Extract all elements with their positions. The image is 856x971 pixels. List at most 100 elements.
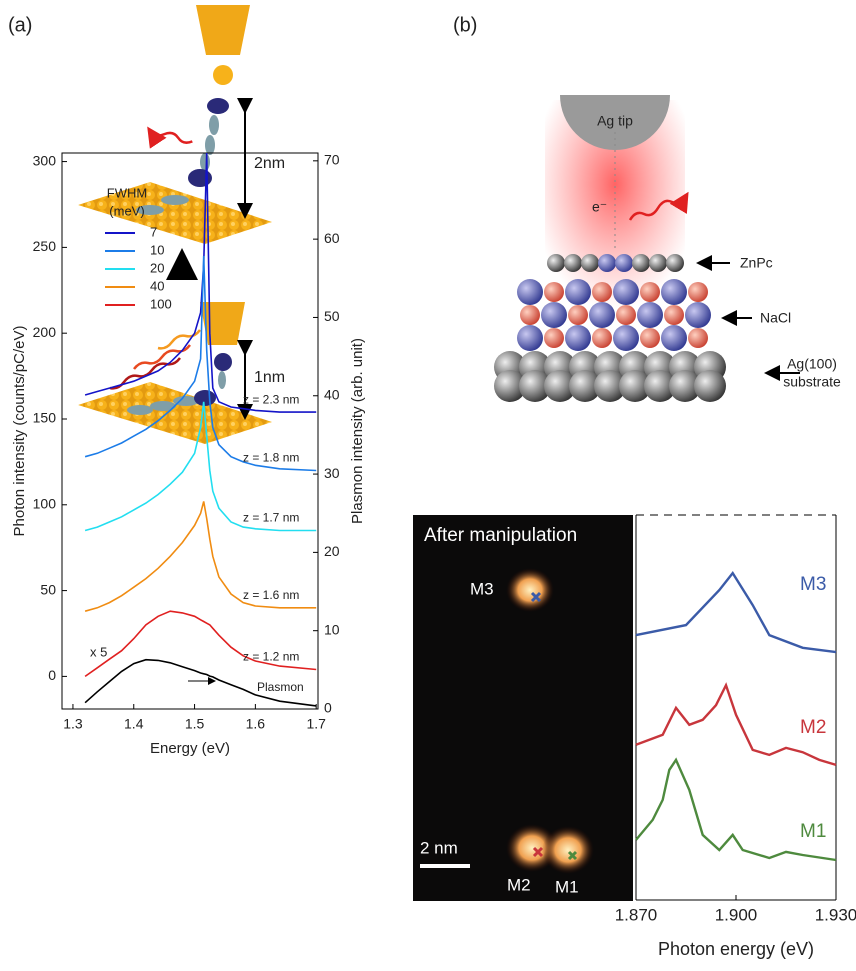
znpc-atom xyxy=(666,254,684,272)
x-tick-label: 1.870 xyxy=(615,905,658,924)
molecule-label: ZnPc xyxy=(740,255,773,271)
spectrum-line xyxy=(635,682,837,767)
series-label: Plasmon xyxy=(257,680,304,694)
y2-tick-label: 70 xyxy=(324,152,340,168)
substrate-label: Ag(100) xyxy=(787,356,837,372)
na-ion xyxy=(544,282,564,302)
molecule-label: M1 xyxy=(555,877,579,896)
panel-a: (a) 2nm 1nm xyxy=(8,5,285,444)
height-label: 2nm xyxy=(254,155,285,172)
molecule-blob xyxy=(506,568,554,612)
electron-label: e⁻ xyxy=(592,199,607,215)
y2-tick-label: 0 xyxy=(324,700,332,716)
y-tick-label: 50 xyxy=(40,581,56,597)
y-tick-label: 150 xyxy=(33,410,57,426)
height-label: 1nm xyxy=(254,369,285,386)
x-tick-label: 1.930 xyxy=(815,905,856,924)
cl-ion xyxy=(661,279,687,305)
series-label: M3 xyxy=(800,574,826,595)
plot-frame xyxy=(61,152,319,710)
photons xyxy=(109,329,201,390)
tip-position xyxy=(530,591,542,603)
spectrum-line xyxy=(84,610,317,678)
cl-ion xyxy=(565,325,591,351)
y2-tick-label: 60 xyxy=(324,230,340,246)
x-tick-label: 1.7 xyxy=(306,716,326,732)
tip-apex xyxy=(213,65,233,85)
legend-title: (meV) xyxy=(109,203,144,218)
cl-ion xyxy=(565,279,591,305)
panel-tag: (b) xyxy=(453,14,477,36)
ag-atom xyxy=(594,370,626,402)
annotation: x 5 xyxy=(90,644,107,659)
cl-ion xyxy=(637,302,663,328)
ag-tip xyxy=(560,95,670,150)
na-ion xyxy=(592,282,612,302)
x-tick-label: 1.4 xyxy=(124,716,144,732)
legend-label: 40 xyxy=(150,278,164,293)
y2-tick-label: 50 xyxy=(324,308,340,324)
gold-surface xyxy=(78,382,272,444)
ag-atom xyxy=(569,370,601,402)
na-ion xyxy=(664,305,684,325)
na-ion xyxy=(640,282,660,302)
na-ion xyxy=(688,282,708,302)
series-label: z = 1.2 nm xyxy=(243,650,299,664)
na-ion xyxy=(688,328,708,348)
series-label: M1 xyxy=(800,821,826,842)
molecule-end xyxy=(214,353,232,371)
molecule-label: M2 xyxy=(507,875,531,894)
cl-ion xyxy=(589,302,615,328)
legend-label: 7 xyxy=(150,224,157,239)
y-tick-label: 0 xyxy=(48,667,56,683)
spectrum-line xyxy=(84,255,317,472)
tip-position xyxy=(532,846,544,858)
legend-title: FWHM xyxy=(107,185,147,200)
cl-ion xyxy=(613,279,639,305)
tip xyxy=(196,5,250,55)
molecule-label: M3 xyxy=(470,579,494,598)
znpc-atom xyxy=(564,254,582,272)
ag-atom xyxy=(694,370,726,402)
cl-ion xyxy=(541,302,567,328)
na-ion xyxy=(568,305,588,325)
photon xyxy=(628,191,689,221)
panel-b: (b) Ag tip e⁻ ZnPc NaCl Ag(100) substrat… xyxy=(453,14,841,402)
series-label: z = 1.7 nm xyxy=(243,511,299,525)
znpc-atom xyxy=(632,254,650,272)
spectrum-line xyxy=(84,658,317,707)
molecule-center xyxy=(188,169,212,187)
spectrum-line xyxy=(635,757,837,862)
ag-atom xyxy=(644,370,676,402)
na-ion xyxy=(640,328,660,348)
series-label: z = 2.3 nm xyxy=(243,392,299,406)
tip-position xyxy=(567,850,578,861)
znpc-atom xyxy=(598,254,616,272)
substrate-label: substrate xyxy=(783,374,841,390)
spectrum-line xyxy=(84,501,317,612)
y2-tick-label: 40 xyxy=(324,386,340,402)
cl-ion xyxy=(613,325,639,351)
image-title: After manipulation xyxy=(424,525,577,546)
znpc-atom xyxy=(581,254,599,272)
cl-ion xyxy=(685,302,711,328)
y-tick-label: 200 xyxy=(33,324,57,340)
y-tick-label: 250 xyxy=(33,238,57,254)
y2-tick-label: 20 xyxy=(324,543,340,559)
cl-ion xyxy=(517,279,543,305)
x-axis-label: Energy (eV) xyxy=(150,740,230,757)
y2-axis-label: Plasmon intensity (arb. unit) xyxy=(349,338,366,524)
znpc-atom xyxy=(547,254,565,272)
spectrum-line xyxy=(84,401,317,532)
tip xyxy=(200,302,245,345)
photon xyxy=(147,126,193,149)
y-tick-label: 300 xyxy=(33,152,57,168)
ag-atom xyxy=(669,370,701,402)
cl-ion xyxy=(517,325,543,351)
na-ion xyxy=(544,328,564,348)
y-axis-label: Photon intensity (counts/pC/eV) xyxy=(11,326,28,537)
molecule-blob xyxy=(542,826,594,874)
znpc-atom xyxy=(649,254,667,272)
na-ion xyxy=(616,305,636,325)
